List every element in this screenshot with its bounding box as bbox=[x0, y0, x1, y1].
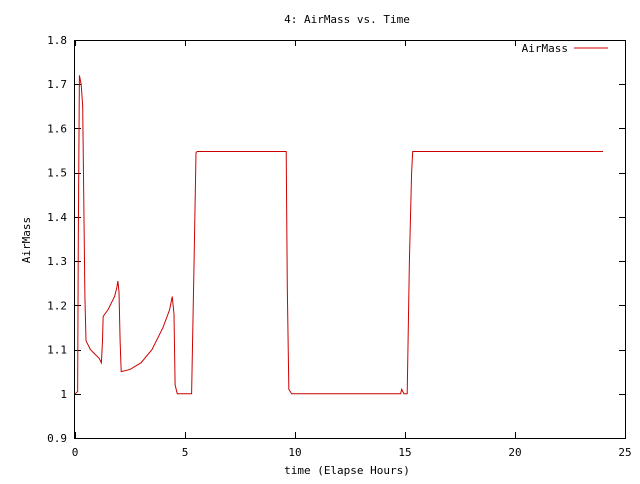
y-axis-label: AirMass bbox=[20, 217, 33, 263]
y-tick-label: 1.1 bbox=[47, 344, 67, 357]
chart-title: 4: AirMass vs. Time bbox=[284, 13, 410, 26]
x-tick-label: 25 bbox=[618, 446, 631, 459]
y-tick-label: 1.7 bbox=[47, 78, 67, 91]
y-tick-label: 1.5 bbox=[47, 167, 67, 180]
x-tick-label: 5 bbox=[182, 446, 189, 459]
y-axis-ticks: 0.9 1 1.1 1.2 1.3 1.4 1.5 1.6 1.7 1.8 bbox=[47, 34, 625, 445]
x-tick-label: 15 bbox=[398, 446, 411, 459]
x-tick-label: 20 bbox=[508, 446, 521, 459]
x-tick-label: 10 bbox=[288, 446, 301, 459]
plot-frame bbox=[74, 40, 626, 439]
x-tick-label: 0 bbox=[72, 446, 79, 459]
series-airmass-line bbox=[74, 75, 603, 395]
y-tick-label: 1.4 bbox=[47, 211, 67, 224]
y-tick-label: 1.8 bbox=[47, 34, 67, 47]
y-tick-label: 0.9 bbox=[47, 432, 67, 445]
x-axis-label: time (Elapse Hours) bbox=[284, 464, 410, 477]
y-tick-label: 1 bbox=[60, 388, 67, 401]
y-tick-label: 1.3 bbox=[47, 255, 67, 268]
legend-label-airmass: AirMass bbox=[522, 42, 568, 55]
x-axis-ticks: 0 5 10 15 20 25 bbox=[72, 40, 632, 459]
y-tick-label: 1.6 bbox=[47, 122, 67, 135]
legend: AirMass bbox=[522, 42, 608, 55]
y-tick-label: 1.2 bbox=[47, 299, 67, 312]
